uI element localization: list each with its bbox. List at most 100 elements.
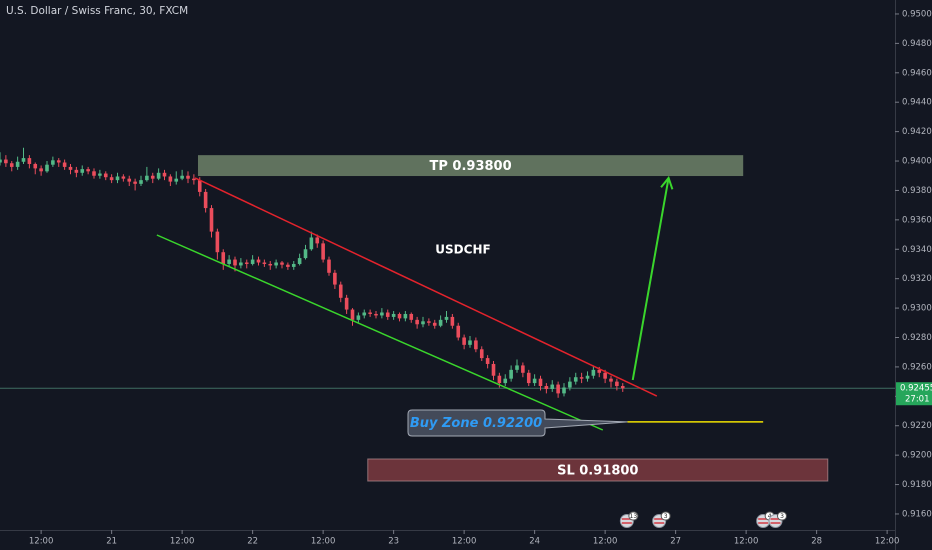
- candle-body: [438, 319, 443, 326]
- candle-body: [303, 249, 308, 259]
- trend-line: [194, 177, 658, 397]
- zone: [197, 155, 744, 177]
- x-tick-label: 21: [106, 537, 117, 547]
- candle-body: [197, 180, 202, 192]
- candle-body: [174, 178, 179, 182]
- candle-body: [62, 162, 67, 167]
- candle-body: [33, 163, 38, 169]
- chart-title: U.S. Dollar / Swiss Franc, 30, FXCM: [6, 5, 188, 17]
- x-tick-label: 27: [670, 537, 681, 547]
- candle-body: [491, 363, 496, 376]
- candle-body: [56, 160, 61, 163]
- event-count: 3: [664, 513, 668, 520]
- candle-body: [327, 259, 331, 273]
- candle-body: [403, 313, 408, 319]
- candle-body: [597, 369, 602, 373]
- candle-body: [432, 322, 437, 326]
- candle-body: [421, 321, 425, 325]
- target-arrow: [631, 177, 670, 381]
- candle-body: [368, 312, 372, 314]
- candle-body: [568, 381, 572, 388]
- candle-body: [474, 340, 478, 350]
- zone-label: TP 0.93800: [430, 159, 512, 174]
- candle-body: [333, 272, 337, 285]
- x-tick-label: 24: [529, 537, 540, 547]
- plot-area: TP 0.93800 SL 0.91800 USDCHF Buy Zone 0.922…: [0, 147, 895, 482]
- candle-body: [321, 243, 325, 260]
- countdown: 27:01: [905, 395, 930, 405]
- candle-body: [156, 172, 161, 179]
- candle-body: [109, 177, 114, 181]
- candle-body: [162, 172, 167, 177]
- candle-body: [538, 378, 543, 387]
- candle-body: [80, 169, 85, 173]
- candle-body: [86, 169, 90, 172]
- candle-body: [215, 231, 220, 253]
- candle-body: [485, 358, 490, 364]
- candle-body: [291, 263, 296, 267]
- candle-body: [15, 161, 20, 167]
- candle-body: [550, 384, 555, 389]
- event-count: 13: [630, 513, 638, 520]
- candle-body: [250, 259, 255, 264]
- y-tick-label: 0.92200: [902, 421, 932, 431]
- candle-body: [180, 175, 184, 179]
- candle-body: [51, 160, 55, 165]
- trend-line: [156, 234, 604, 431]
- event-count: 3: [780, 513, 784, 520]
- candle-body: [620, 386, 625, 389]
- y-tick-label: 0.93800: [902, 186, 932, 196]
- x-tick-label: 23: [388, 537, 399, 547]
- candle-body: [309, 237, 314, 250]
- candle-body: [315, 237, 320, 244]
- callout-box: [407, 409, 628, 437]
- symbol-label: USDCHF: [435, 243, 490, 257]
- x-tick-label: 12:00: [29, 537, 54, 547]
- candle-body: [544, 386, 549, 389]
- candle-body: [362, 312, 367, 316]
- candle-body: [192, 178, 196, 181]
- candle-body: [286, 264, 290, 267]
- x-tick-label: 12:00: [734, 537, 759, 547]
- candle-body: [479, 349, 484, 359]
- candle-body: [9, 163, 14, 167]
- candle-body: [456, 325, 461, 338]
- arrow-head: [660, 175, 674, 190]
- candle-body: [526, 372, 531, 384]
- candle-body: [274, 262, 278, 266]
- x-tick-label: 12:00: [875, 537, 900, 547]
- x-tick-label: 12:00: [452, 537, 477, 547]
- candle-body: [262, 262, 267, 264]
- candle-body: [4, 159, 8, 164]
- candle-body: [450, 316, 455, 326]
- candle-body: [521, 365, 525, 373]
- event-badge: [628, 511, 639, 521]
- candle-body: [532, 378, 537, 384]
- candle-body: [603, 372, 607, 379]
- candle-body: [297, 258, 302, 264]
- candle-body: [244, 262, 249, 264]
- candle-body: [397, 313, 402, 319]
- candle-body: [391, 313, 396, 317]
- zone: [367, 458, 829, 482]
- event-badge: [777, 511, 787, 521]
- candle-body: [98, 173, 102, 176]
- candle-body: [27, 158, 32, 164]
- candle-body: [280, 262, 284, 265]
- candle-body: [150, 175, 155, 179]
- candle-body: [409, 313, 414, 320]
- candle-body: [139, 180, 143, 184]
